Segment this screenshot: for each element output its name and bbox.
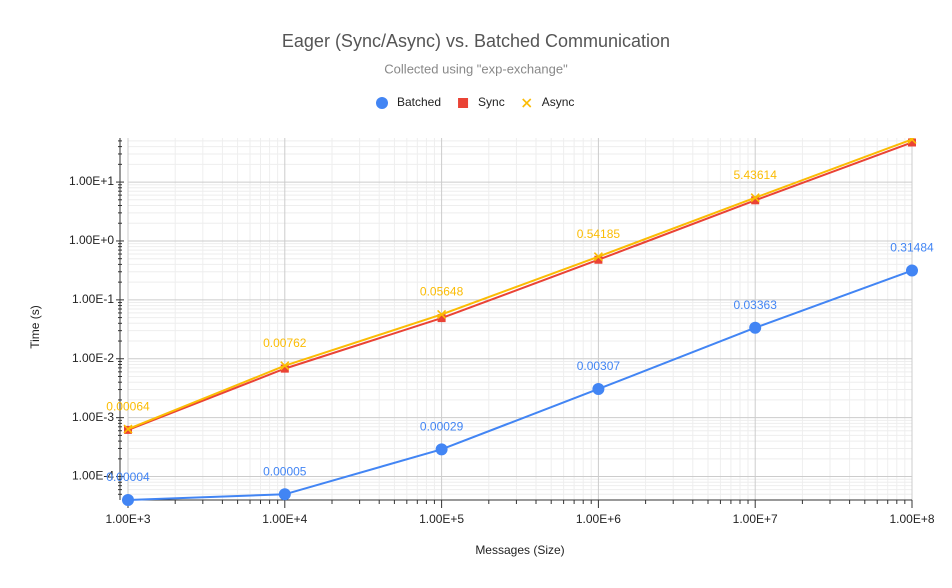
point bbox=[280, 361, 290, 371]
chart-subtitle: Collected using "exp-exchange" bbox=[384, 61, 568, 76]
legend-marker bbox=[522, 98, 532, 108]
point bbox=[123, 424, 133, 434]
y-tick-label: 1.00E-4 bbox=[72, 469, 114, 483]
y-axis-title: Time (s) bbox=[28, 305, 42, 349]
value-label: 0.00029 bbox=[420, 419, 464, 433]
x-axis-title: Messages (Size) bbox=[475, 543, 564, 557]
value-label: 0.00307 bbox=[577, 359, 621, 373]
x-tick-label: 1.00E+7 bbox=[733, 512, 778, 526]
y-tick-label: 1.00E-1 bbox=[72, 292, 114, 306]
x-tick-label: 1.00E+4 bbox=[262, 512, 307, 526]
value-label: 0.00005 bbox=[263, 464, 307, 478]
value-label: 0.00004 bbox=[106, 470, 150, 484]
point bbox=[280, 364, 289, 373]
legend-marker bbox=[376, 97, 388, 109]
point bbox=[437, 309, 447, 320]
chart-title: Eager (Sync/Async) vs. Batched Communica… bbox=[282, 31, 670, 51]
x-tick-label: 1.00E+8 bbox=[889, 512, 934, 526]
point bbox=[122, 494, 134, 506]
point bbox=[908, 138, 916, 147]
y-tick-label: 1.00E-2 bbox=[72, 351, 114, 365]
x-tick-label: 1.00E+6 bbox=[576, 512, 621, 526]
value-label: 0.31484 bbox=[890, 241, 934, 255]
plot bbox=[122, 138, 918, 506]
point bbox=[907, 138, 917, 144]
legend-label: Sync bbox=[478, 95, 505, 109]
x-tick-label: 1.00E+3 bbox=[105, 512, 150, 526]
series-line bbox=[127, 138, 913, 431]
point bbox=[750, 193, 760, 203]
value-label: 0.05648 bbox=[420, 285, 464, 299]
legend: Batched Sync Async bbox=[376, 95, 574, 109]
point bbox=[594, 255, 603, 264]
series-line bbox=[127, 141, 913, 431]
value-label: 0.00064 bbox=[106, 399, 150, 413]
value-label: 5.43614 bbox=[734, 168, 778, 182]
point bbox=[749, 321, 762, 334]
x-tick-label: 1.00E+5 bbox=[419, 512, 464, 526]
value-label: 0.54185 bbox=[577, 227, 621, 241]
series-line bbox=[127, 269, 913, 501]
y-tick-label: 1.00E+0 bbox=[69, 233, 114, 247]
point bbox=[437, 314, 446, 323]
y-tick-label: 1.00E+1 bbox=[69, 174, 114, 188]
y-tick-label: 1.00E-3 bbox=[72, 410, 114, 424]
legend-label: Async bbox=[542, 95, 575, 109]
point bbox=[592, 382, 605, 395]
point bbox=[593, 252, 603, 262]
point bbox=[751, 196, 760, 205]
legend-marker bbox=[458, 98, 469, 108]
legend-label: Batched bbox=[397, 95, 441, 109]
point bbox=[435, 443, 448, 456]
value-label: 0.03363 bbox=[734, 298, 778, 312]
point bbox=[906, 264, 918, 277]
point bbox=[278, 488, 291, 501]
value-label: 0.00762 bbox=[263, 336, 307, 350]
